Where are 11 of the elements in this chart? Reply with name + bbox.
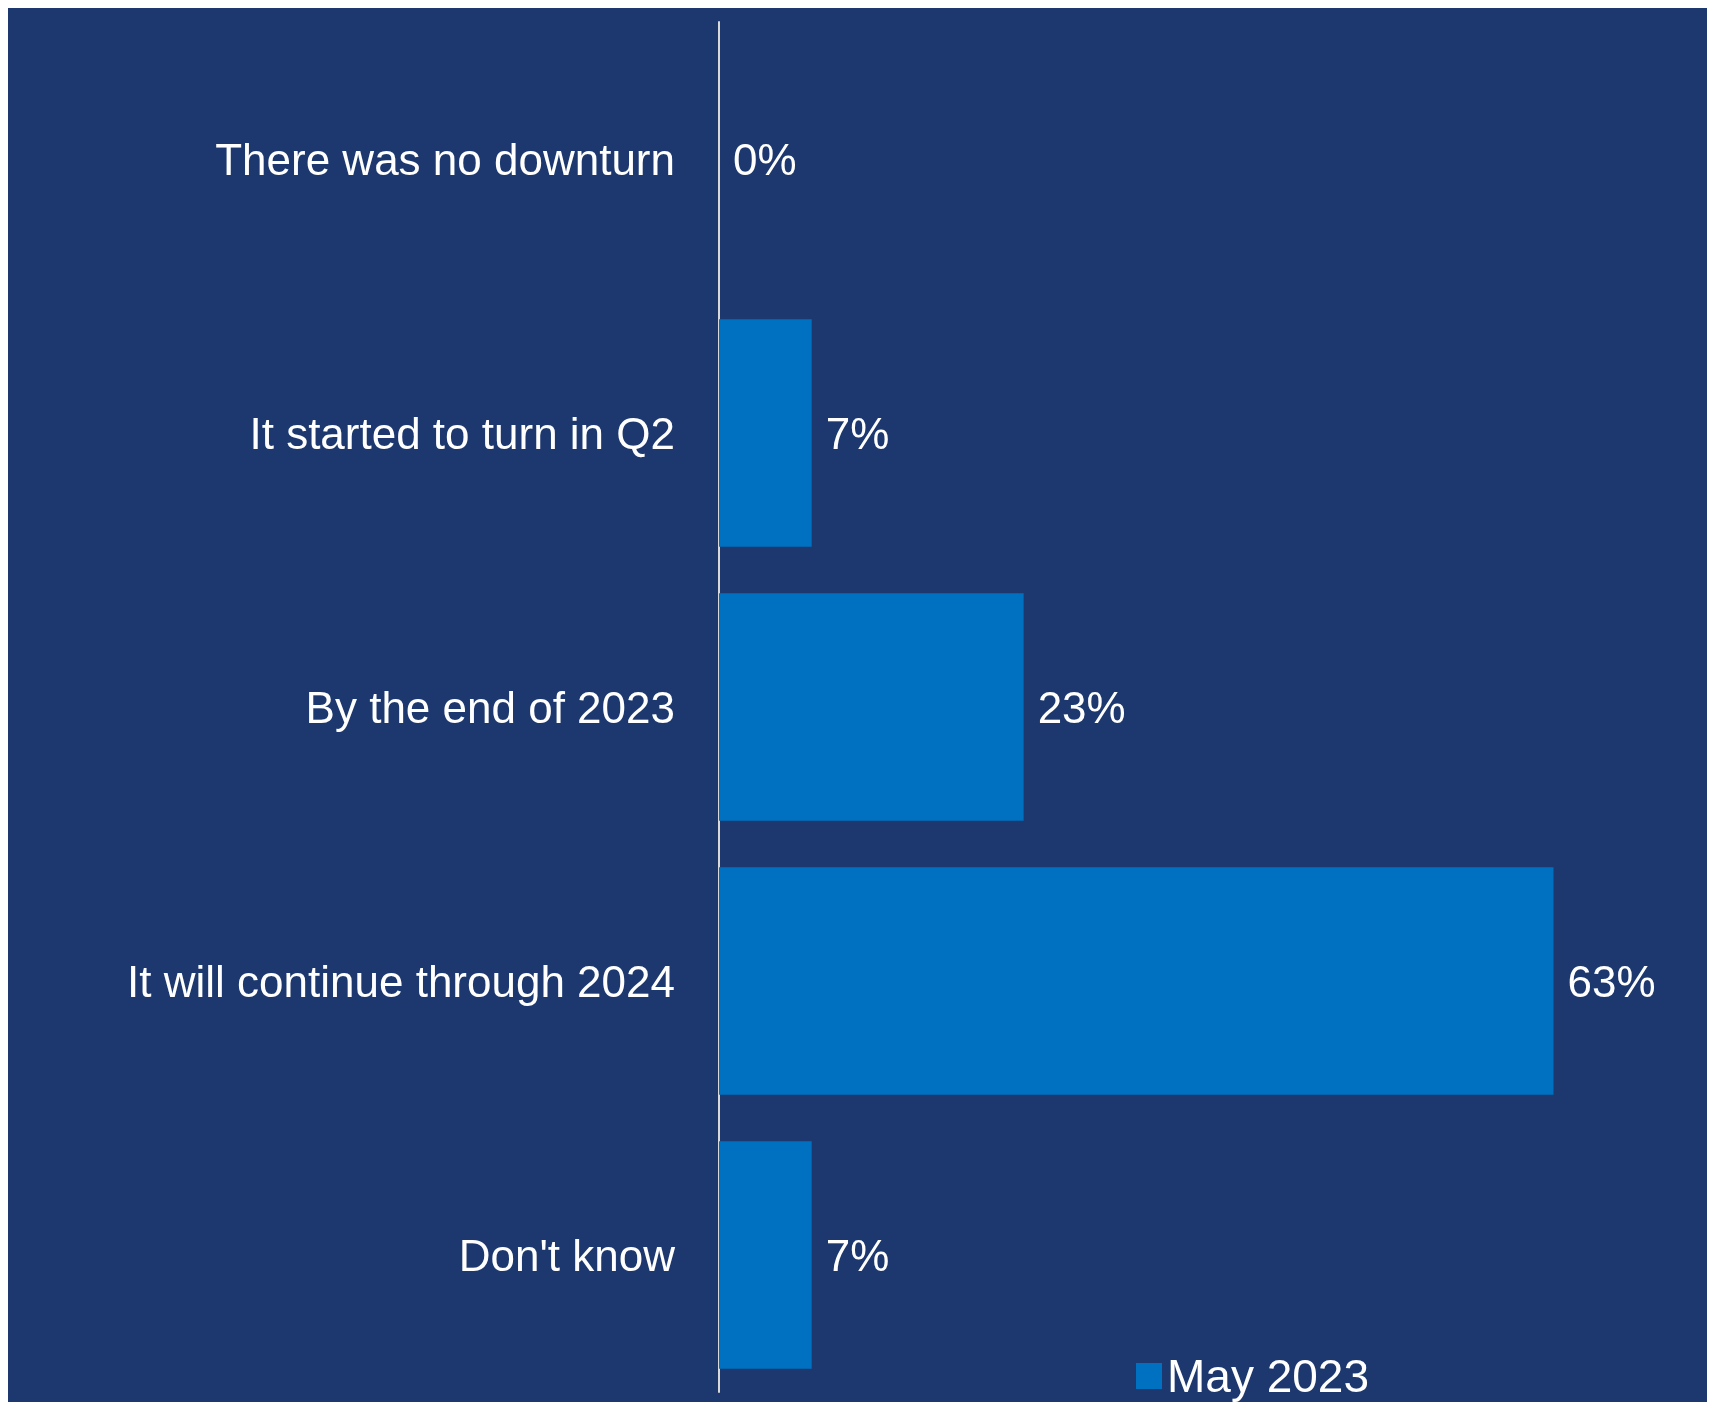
data-label: 63% [1567, 956, 1656, 1006]
y-tick-label: Don't know [458, 1230, 676, 1280]
data-label: 0% [733, 134, 797, 184]
data-label: 23% [1037, 682, 1126, 732]
data-label: 7% [825, 1230, 890, 1280]
legend-label: May 2023 [1167, 1350, 1370, 1402]
data-label: 7% [825, 408, 890, 458]
y-tick-label: There was no downturn [215, 134, 675, 184]
y-tick-label: It started to turn in Q2 [249, 408, 675, 458]
y-tick-label: By the end of 2023 [305, 682, 675, 732]
y-tick-label: It will continue through 2024 [127, 956, 675, 1006]
